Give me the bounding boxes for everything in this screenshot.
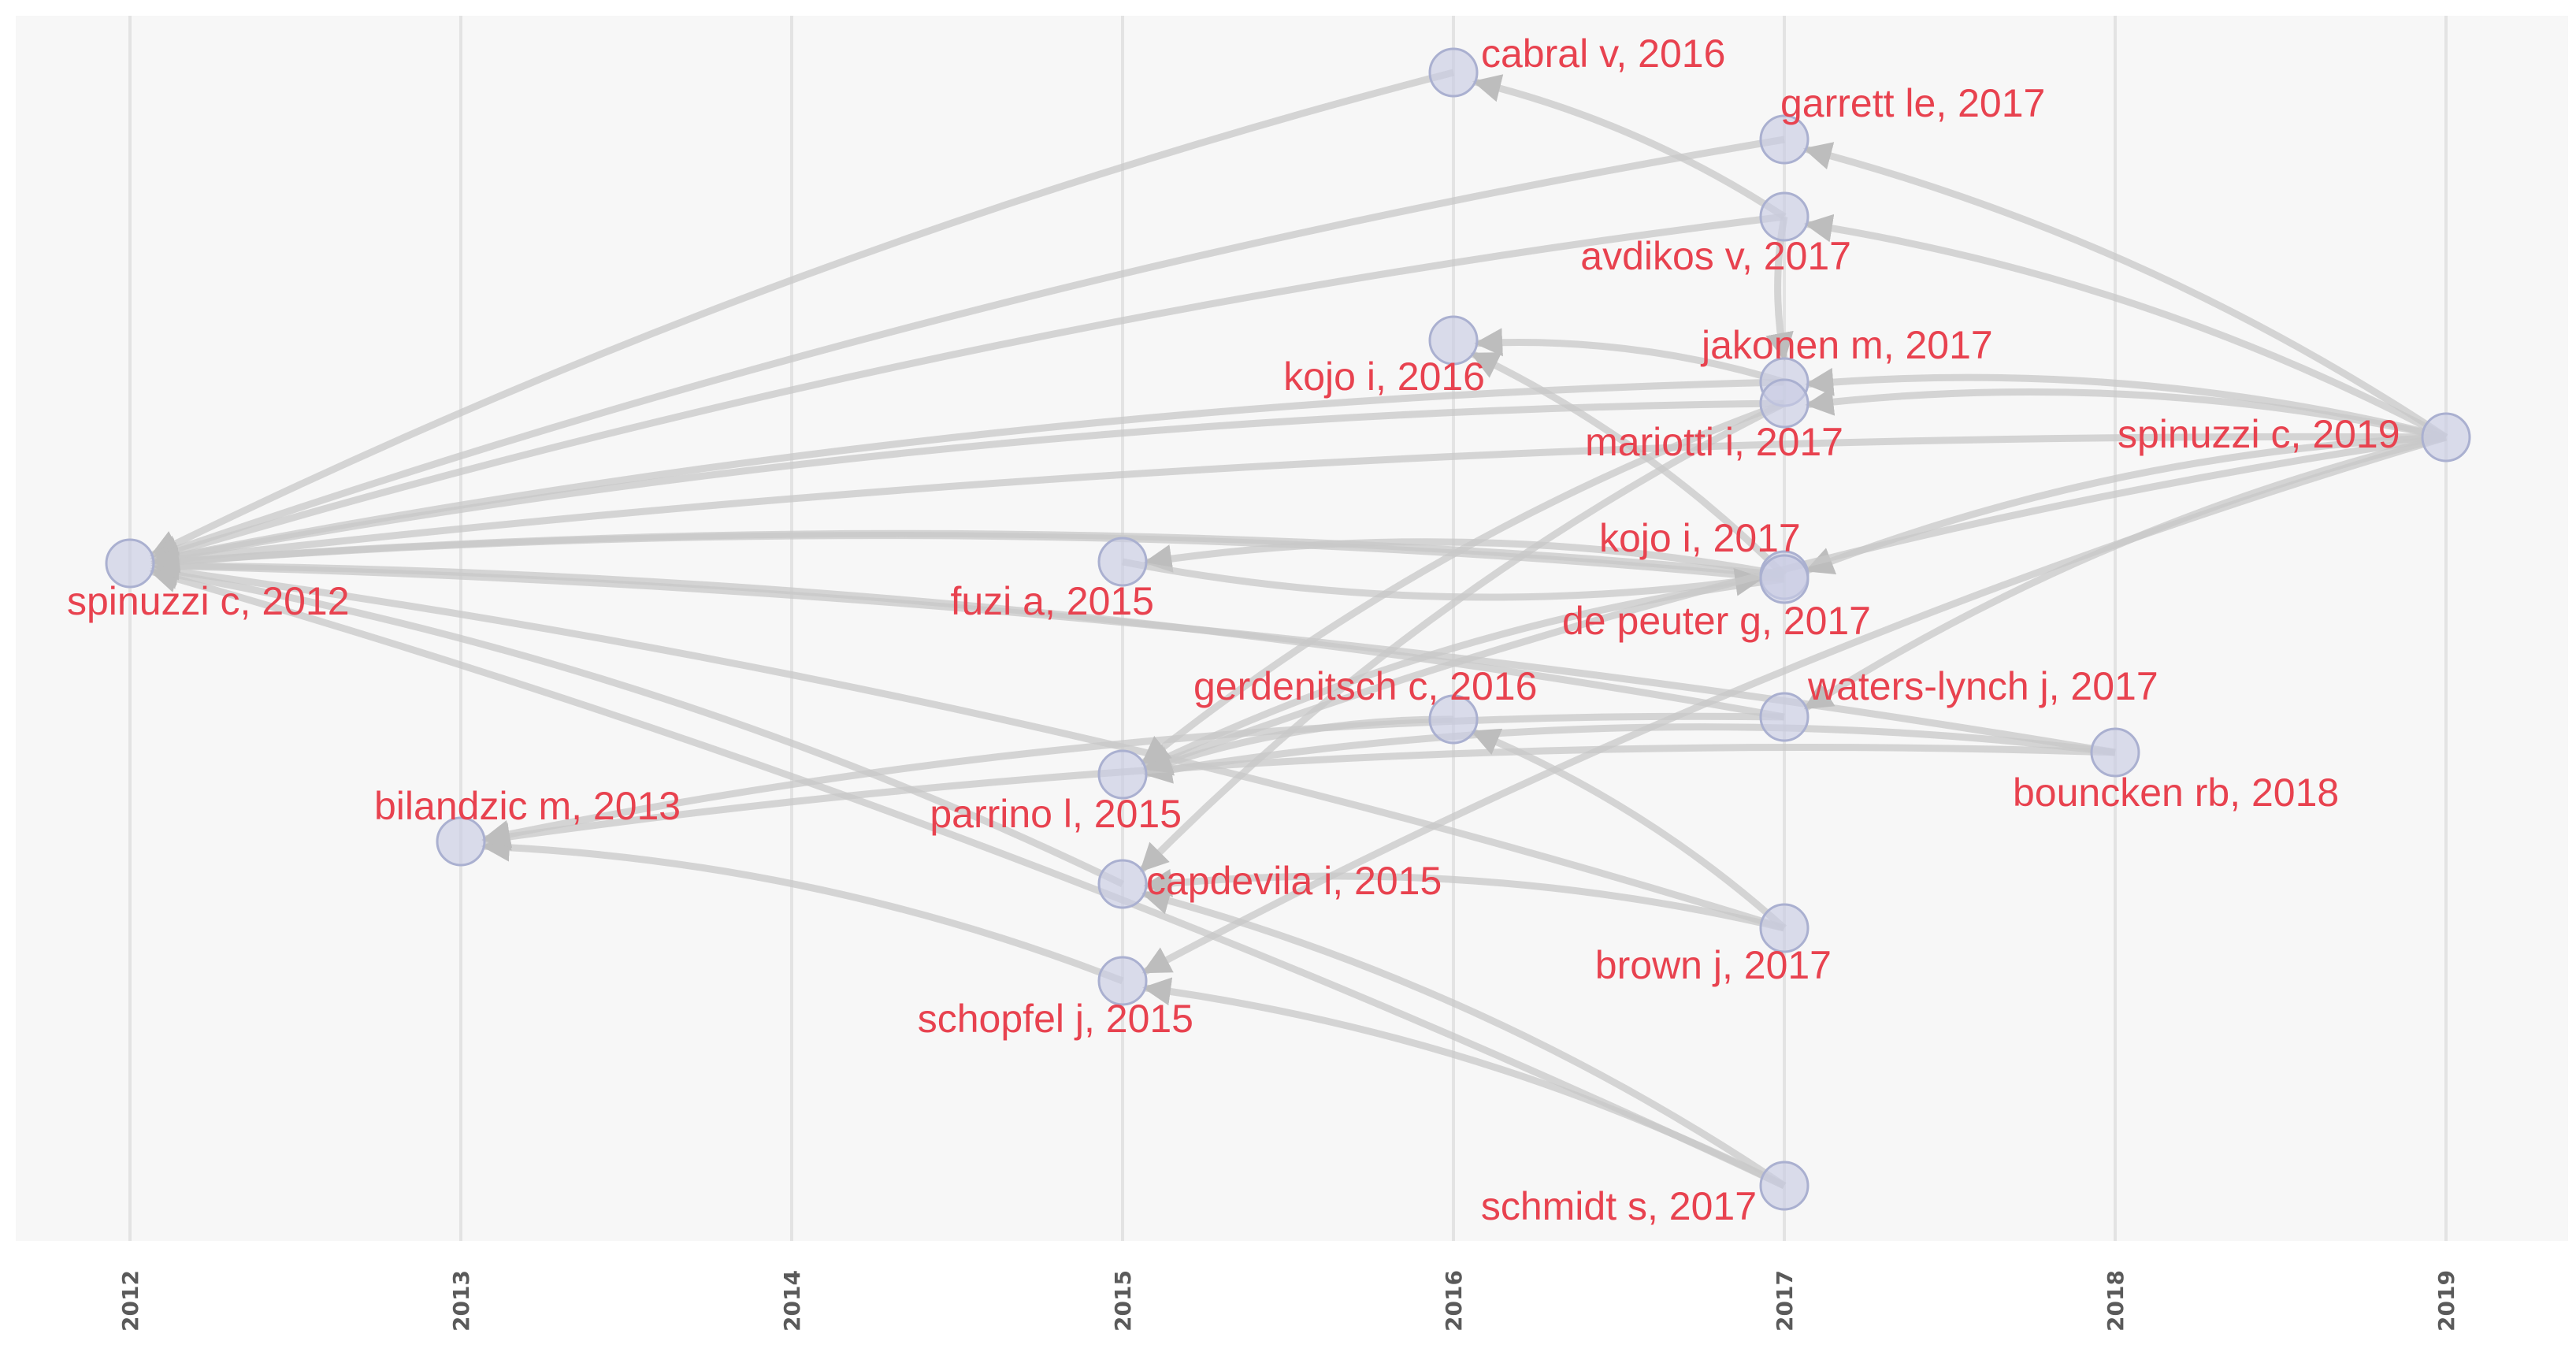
node-fuzi-a-2015[interactable] (1097, 537, 1148, 587)
citation-edges (149, 69, 2448, 1190)
edge-schmidt-s-2017-to-schopfel-j-2015 (1142, 977, 1787, 1190)
edge-fuzi-a-2015-to-de-peuter-g-2017 (1122, 558, 1764, 601)
edge-mariotti-i-2017-to-capdevila-i-2015 (1139, 399, 1787, 873)
x-tick-label-2015: 2015 (1110, 1270, 1136, 1332)
edge-garrett-le-2017-to-spinuzzi-c-2012 (150, 136, 1785, 563)
x-axis-year-labels: 2012 2013 2014 2015 2016 2017 2018 2019 (117, 1270, 2459, 1332)
label-gerdenitsch-c-2016: gerdenitsch c, 2016 (1193, 664, 1537, 708)
label-spinuzzi-c-2012: spinuzzi c, 2012 (67, 579, 350, 623)
label-bilandzic-m-2013: bilandzic m, 2013 (374, 784, 681, 828)
x-tick-label-2012: 2012 (117, 1270, 143, 1332)
node-schmidt-s-2017[interactable] (1759, 1161, 1810, 1211)
x-tick-label-2019: 2019 (2433, 1270, 2459, 1332)
edge-brown-j-2017-to-gerdenitsch-c-2016 (1471, 728, 1787, 931)
edge-spinuzzi-c-2019-to-waters-lynch-j-2017 (1803, 433, 2448, 711)
edge-bouncken-rb-2018-to-parrino-l-2015 (1143, 723, 2116, 784)
label-capdevila-i-2015: capdevila i, 2015 (1146, 859, 1442, 903)
edge-de-peuter-g-2017-to-spinuzzi-c-2012 (150, 532, 1785, 583)
edge-spinuzzi-c-2019-to-mariotti-i-2017 (1805, 387, 2447, 441)
edge-avdikos-v-2017-to-cabral-v-2016 (1472, 74, 1787, 220)
node-capdevila-i-2015[interactable] (1097, 859, 1148, 909)
node-parrino-l-2015[interactable] (1097, 749, 1148, 800)
label-bouncken-rb-2018: bouncken rb, 2018 (2013, 771, 2339, 815)
edge-waters-lynch-j-2017-to-bilandzic-m-2013 (481, 712, 1785, 849)
x-tick-label-2014: 2014 (779, 1270, 805, 1332)
x-tick-label-2016: 2016 (1441, 1270, 1467, 1332)
edge-spinuzzi-c-2019-to-spinuzzi-c-2012 (150, 433, 2447, 574)
node-avdikos-v-2017[interactable] (1759, 191, 1810, 242)
label-schopfel-j-2015: schopfel j, 2015 (918, 997, 1193, 1041)
label-kojo-i-2016: kojo i, 2016 (1283, 355, 1485, 399)
label-fuzi-a-2015: fuzi a, 2015 (950, 579, 1154, 623)
edge-spinuzzi-c-2019-to-avdikos-v-2017 (1803, 214, 2448, 440)
label-kojo-i-2017: kojo i, 2017 (1599, 516, 1801, 560)
label-avdikos-v-2017: avdikos v, 2017 (1580, 234, 1851, 278)
citation-nodes (105, 47, 2471, 1211)
label-parrino-l-2015: parrino l, 2015 (930, 792, 1182, 836)
node-bouncken-rb-2018[interactable] (2090, 727, 2140, 778)
node-schopfel-j-2015[interactable] (1097, 956, 1148, 1006)
node-de-peuter-g-2017[interactable] (1759, 554, 1810, 604)
node-waters-lynch-j-2017[interactable] (1759, 692, 1810, 742)
label-mariotti-i-2017: mariotti i, 2017 (1585, 420, 1843, 464)
node-kojo-i-2016[interactable] (1428, 315, 1479, 366)
edge-capdevila-i-2015-to-spinuzzi-c-2012 (150, 561, 1124, 888)
edge-mariotti-i-2017-to-spinuzzi-c-2012 (150, 399, 1785, 570)
edge-mariotti-i-2017-to-parrino-l-2015 (1141, 399, 1786, 766)
node-gerdenitsch-c-2016[interactable] (1428, 694, 1479, 745)
edge-brown-j-2017-to-capdevila-i-2015 (1143, 868, 1786, 932)
node-bilandzic-m-2013[interactable] (436, 816, 486, 867)
label-schmidt-s-2017: schmidt s, 2017 (1481, 1184, 1757, 1228)
edge-schopfel-j-2015-to-bilandzic-m-2013 (481, 833, 1124, 985)
edge-spinuzzi-c-2019-to-garrett-le-2017 (1802, 142, 2448, 440)
node-brown-j-2017[interactable] (1759, 903, 1810, 953)
node-cabral-v-2016[interactable] (1428, 47, 1479, 98)
edge-schmidt-s-2017-to-spinuzzi-c-2012 (149, 565, 1786, 1190)
label-brown-j-2017: brown j, 2017 (1595, 943, 1832, 987)
edge-kojo-i-2017-to-fuzi-a-2015 (1143, 538, 1785, 579)
edge-brown-j-2017-to-spinuzzi-c-2012 (150, 557, 1786, 932)
edge-jakonen-m-2017-to-kojo-i-2016 (1474, 328, 1786, 386)
label-cabral-v-2016: cabral v, 2016 (1481, 32, 1725, 76)
node-garrett-le-2017[interactable] (1759, 114, 1810, 165)
node-labels: spinuzzi c, 2012 bilandzic m, 2013 fuzi a,… (67, 32, 2400, 1228)
label-jakonen-m-2017: jakonen m, 2017 (1700, 323, 1993, 367)
x-tick-label-2018: 2018 (2103, 1270, 2129, 1332)
node-spinuzzi-c-2019[interactable] (2421, 412, 2471, 462)
plot-background (16, 16, 2568, 1241)
node-spinuzzi-c-2012[interactable] (105, 538, 155, 589)
label-de-peuter-g-2017: de peuter g, 2017 (1562, 599, 1871, 643)
label-spinuzzi-c-2019: spinuzzi c, 2019 (2118, 412, 2400, 456)
label-waters-lynch-j-2017: waters-lynch j, 2017 (1807, 664, 2158, 708)
edge-cabral-v-2016-to-spinuzzi-c-2012 (149, 69, 1455, 559)
edge-kojo-i-2017-to-kojo-i-2016 (1470, 351, 1787, 578)
edge-bouncken-rb-2018-to-bilandzic-m-2013 (481, 744, 2116, 851)
label-garrett-le-2017: garrett le, 2017 (1780, 81, 2045, 125)
x-tick-label-2017: 2017 (1772, 1270, 1798, 1332)
node-mariotti-i-2017[interactable] (1759, 378, 1810, 429)
x-tick-label-2013: 2013 (448, 1270, 474, 1332)
edge-avdikos-v-2017-to-spinuzzi-c-2012 (150, 213, 1785, 565)
